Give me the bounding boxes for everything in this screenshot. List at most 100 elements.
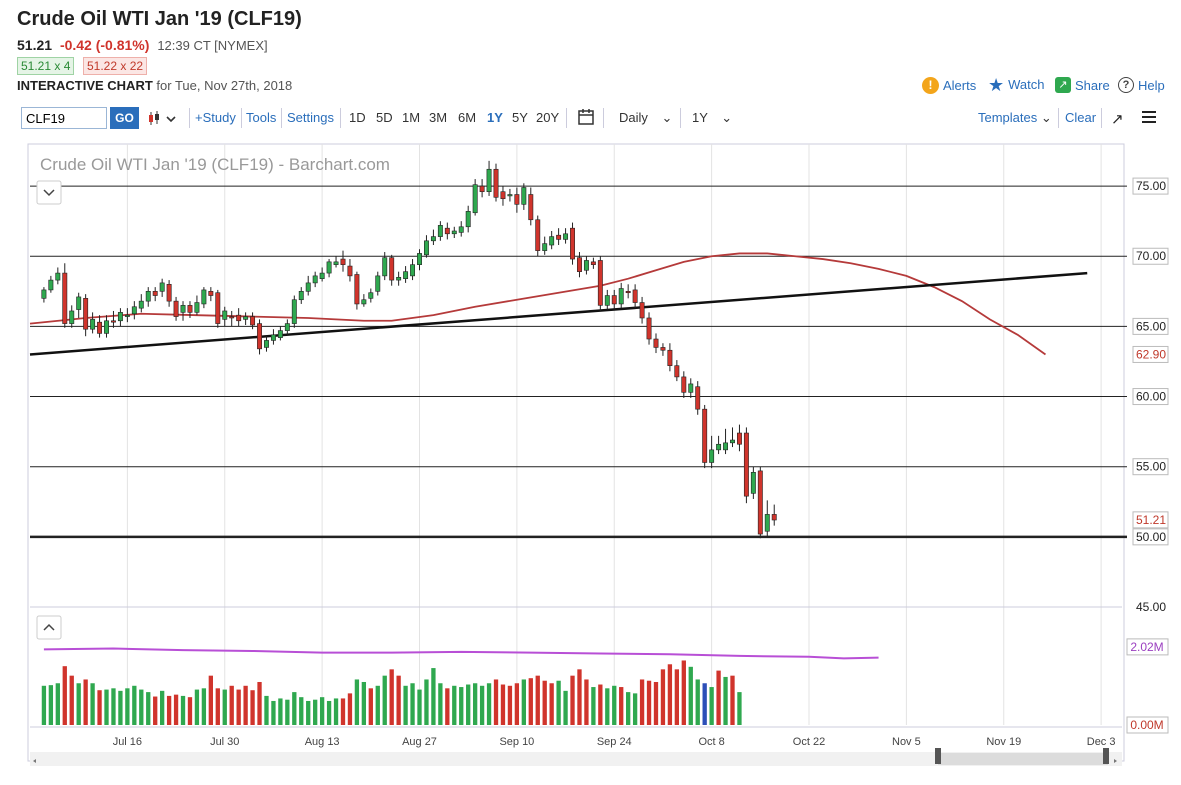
candle-body	[340, 258, 346, 265]
time-scrollbar[interactable]	[30, 748, 1122, 766]
moving-average	[29, 252, 1047, 356]
expand-icon[interactable]: ↗	[1111, 111, 1124, 128]
volume-bar	[639, 679, 645, 725]
chart-type-dropdown[interactable]	[147, 110, 179, 128]
candle-body	[131, 306, 137, 315]
volume-bar	[250, 690, 255, 725]
volume-bar	[646, 680, 652, 725]
candle-body	[138, 300, 144, 309]
volume-bar	[577, 669, 582, 725]
calendar-icon[interactable]	[577, 108, 595, 131]
ma-value-box	[1132, 345, 1169, 363]
volume-bar	[681, 660, 686, 725]
grid	[30, 144, 1122, 728]
range-button-1m[interactable]: 1M	[402, 110, 421, 125]
volume-bar	[528, 678, 533, 725]
candle-body	[736, 432, 742, 445]
range-button-1d[interactable]: 1D	[349, 110, 366, 125]
share-link[interactable]: ↗ Share	[1055, 77, 1110, 93]
candle-body	[500, 191, 506, 200]
chevron-down-icon: ⌄	[1040, 110, 1052, 125]
scrollbar-thumb[interactable]	[938, 753, 1108, 765]
volume-bar	[368, 688, 373, 725]
range-button-5y[interactable]: 5Y	[512, 110, 528, 125]
volume-bar	[111, 688, 116, 725]
scrollbar-handle-right[interactable]	[1103, 748, 1109, 764]
volume-average-line	[43, 647, 879, 660]
study-button[interactable]: +Study	[195, 110, 236, 125]
candle-body	[305, 282, 311, 292]
volume-bar	[382, 675, 387, 725]
y-tick-label: 70.00	[1136, 249, 1166, 263]
volume-bar	[431, 668, 436, 725]
share-label: Share	[1075, 77, 1110, 93]
range-button-20y[interactable]: 20Y	[536, 110, 560, 125]
quote-row: 51.21 -0.42 (-0.81%) 12:39 CT [NYMEX]	[17, 37, 268, 53]
y-tick-box	[1132, 317, 1169, 335]
x-tick-label: Jul 30	[210, 736, 239, 748]
range-button-3m[interactable]: 3M	[429, 110, 448, 125]
volume-bar	[619, 687, 624, 725]
toolbar-divider	[603, 108, 604, 128]
volume-bar	[354, 679, 360, 725]
volume-bar	[459, 687, 464, 725]
candle-body	[716, 443, 722, 451]
candle-body	[312, 275, 318, 284]
volume-pane	[41, 647, 879, 725]
candle-body	[152, 291, 158, 296]
candle-body	[556, 234, 562, 240]
volume-top-label: 2.02M	[1130, 640, 1163, 654]
candle-body	[437, 225, 443, 237]
candle-body	[465, 211, 471, 228]
symbol-input[interactable]	[21, 107, 107, 129]
tools-button[interactable]: Tools	[246, 110, 277, 125]
volume-bar	[605, 688, 610, 725]
settings-button[interactable]: Settings	[287, 110, 334, 125]
volume-bar	[549, 683, 554, 725]
range-button-6m[interactable]: 6M	[458, 110, 477, 125]
interval-dropdown[interactable]: Daily ⌄	[619, 110, 672, 126]
collapse-chart-button[interactable]	[36, 180, 62, 205]
volume-bar	[632, 693, 638, 725]
alerts-link[interactable]: ! Alerts	[922, 77, 976, 94]
volume-bar	[159, 690, 165, 725]
scrollbar-handle-left[interactable]	[935, 748, 941, 764]
scroll-right-icon[interactable]	[1114, 759, 1117, 763]
volume-bar	[306, 700, 311, 725]
menu-icon[interactable]	[1141, 109, 1157, 130]
clear-button[interactable]: Clear	[1065, 110, 1097, 125]
candlestick-icon	[149, 111, 176, 125]
candle-body	[417, 253, 422, 265]
candle-body	[730, 439, 735, 444]
volume-bar	[264, 695, 269, 725]
ma-line	[29, 252, 1047, 356]
candle-body	[570, 227, 575, 260]
period-dropdown[interactable]: 1Y ⌄	[692, 110, 732, 126]
scroll-left-icon[interactable]	[33, 759, 36, 763]
chevron-down-icon: ⌄	[721, 110, 733, 125]
range-button-5d[interactable]: 5D	[376, 110, 393, 125]
candle-body	[604, 295, 610, 306]
range-button-1y[interactable]: 1Y	[487, 110, 503, 125]
volume-bar	[55, 683, 60, 725]
x-tick-label: Nov 19	[986, 736, 1021, 748]
chart-frame	[27, 143, 1125, 762]
volume-bar	[41, 685, 47, 725]
candle-body	[472, 184, 478, 214]
candle-body	[597, 260, 603, 306]
go-button[interactable]: GO	[110, 107, 139, 129]
volume-bar	[69, 675, 74, 725]
axes: Jul 16 Jul 30 Aug 13 Aug 27 Sep 10 Sep 24 Oct …	[113, 177, 1169, 748]
templates-dropdown[interactable]: Templates ⌄	[978, 110, 1052, 126]
help-link[interactable]: ? Help	[1118, 77, 1165, 93]
volume-bar	[472, 683, 478, 725]
candle-body	[577, 257, 582, 272]
candle-body	[382, 257, 388, 277]
watch-link[interactable]: ★ Watch	[988, 76, 1045, 94]
volume-bar	[507, 685, 513, 725]
collapse-volume-button[interactable]	[36, 615, 62, 640]
volume-bar	[118, 690, 123, 725]
candle-body	[264, 340, 269, 348]
volume-bar	[626, 692, 631, 725]
